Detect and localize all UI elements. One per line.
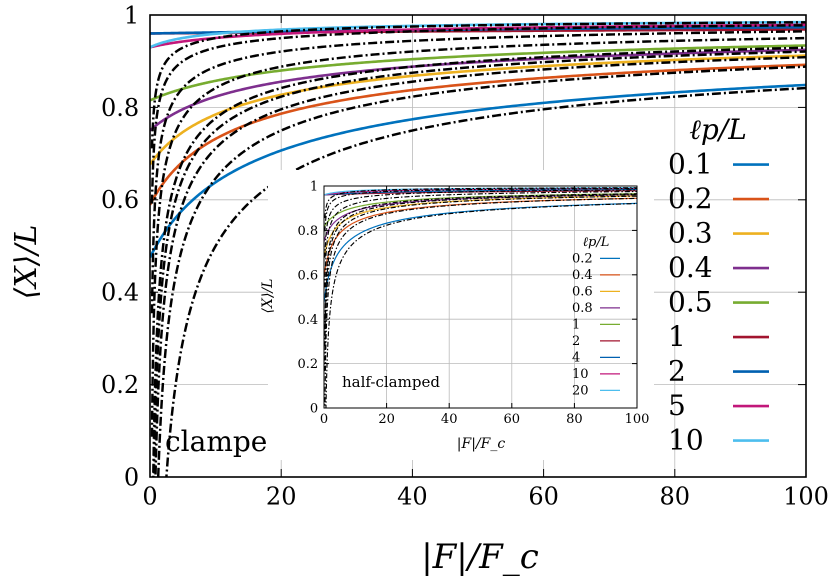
inset-legend-label: 0.6 xyxy=(572,285,593,300)
inset-x-axis-label: |F|/F_c xyxy=(457,436,506,452)
inset-legend-title: ℓp/L xyxy=(583,235,610,250)
inset-y-tick-label: 0 xyxy=(310,402,318,417)
main-x-tick-label: 0 xyxy=(142,483,157,511)
main-series-line xyxy=(150,63,806,206)
inset-x-tick-label: 0 xyxy=(320,412,328,427)
inset-approx-line xyxy=(324,197,637,408)
main-legend-label: 0.3 xyxy=(668,217,713,250)
inset-y-tick-label: 0.8 xyxy=(297,224,318,239)
inset-y-tick-label: 0.6 xyxy=(297,268,318,283)
main-series-line xyxy=(150,54,806,166)
main-approx-line xyxy=(156,65,806,477)
inset-x-tick-label: 80 xyxy=(566,412,583,427)
main-approx-line xyxy=(150,24,806,204)
main-y-tick-label: 0 xyxy=(124,463,139,491)
main-legend-label: 10 xyxy=(668,424,704,457)
main-annotation: clamped xyxy=(165,425,285,458)
main-legend-label: 1 xyxy=(668,320,686,353)
inset-x-tick-label: 100 xyxy=(625,412,650,427)
main-series-line xyxy=(150,44,806,102)
inset-y-tick-label: 0.2 xyxy=(297,357,318,372)
inset-approx-line xyxy=(325,202,637,408)
inset-approx-line xyxy=(324,194,637,347)
main-approx-line xyxy=(150,30,806,314)
main-approx-line xyxy=(152,46,806,477)
inset-approx-line xyxy=(324,187,637,219)
inset-y-tick-label: 1 xyxy=(310,180,318,195)
inset-legend-label: 0.8 xyxy=(572,301,593,316)
inset-approx-line xyxy=(324,193,637,330)
main-legend-label: 0.2 xyxy=(668,182,713,215)
main-x-tick-label: 60 xyxy=(528,483,559,511)
inset-series-group xyxy=(324,187,637,408)
main-y-tick-label: 0.2 xyxy=(101,371,139,399)
main-approx-line xyxy=(150,36,806,437)
main-y-tick-label: 1 xyxy=(124,1,139,29)
main-x-axis-label: |F|/F_c xyxy=(421,537,539,577)
main-plot-frame xyxy=(149,14,807,478)
inset-x-tick-label: 60 xyxy=(504,412,521,427)
inset-legend-label: 2 xyxy=(572,334,580,349)
inset-legend-label: 0.4 xyxy=(572,268,593,283)
inset-legend-label: 20 xyxy=(572,384,589,399)
inset-legend-label: 10 xyxy=(572,367,589,382)
main-legend-label: 0.5 xyxy=(668,286,713,319)
inset-x-tick-label: 20 xyxy=(378,412,395,427)
main-y-axis-label: ⟨X⟩/L xyxy=(9,225,44,300)
inset-y-tick-label: 0.4 xyxy=(297,313,318,328)
inset-legend-label: 1 xyxy=(572,318,580,333)
inset-legend-label: 0.2 xyxy=(572,252,593,267)
main-series-line xyxy=(150,23,806,49)
main-x-tick-label: 40 xyxy=(397,483,428,511)
inset-legend: ℓp/L 0.20.4 0.60.8 12 410 20 xyxy=(572,235,620,399)
inset-y-axis-label: ⟨X⟩/L xyxy=(260,279,276,314)
inset-legend-label: 4 xyxy=(572,351,580,366)
main-y-tick-label: 0.6 xyxy=(101,186,139,214)
inset-background xyxy=(268,170,654,460)
inset-annotation: half-clamped xyxy=(342,373,440,391)
inset-approx-line xyxy=(324,189,637,258)
inset-grid xyxy=(324,186,637,408)
main-legend-label: 0.1 xyxy=(668,148,713,181)
inset-approx-line xyxy=(324,195,637,372)
main-legend-label: 0.4 xyxy=(668,251,713,284)
main-x-tick-label: 80 xyxy=(660,483,691,511)
main-x-tick-label: 20 xyxy=(266,483,297,511)
main-y-tick-label: 0.8 xyxy=(101,94,139,122)
main-legend-label: 2 xyxy=(668,355,686,388)
main-y-tick-label: 0.4 xyxy=(101,279,139,307)
main-legend-label: 5 xyxy=(668,389,686,422)
main-series-group xyxy=(150,20,806,477)
main-approx-line xyxy=(154,55,806,477)
main-legend-title: ℓp/L xyxy=(689,113,747,146)
main-approx-line xyxy=(150,21,806,149)
inset-approx-line xyxy=(324,190,637,288)
inset-approx-line xyxy=(324,187,637,232)
inset-plot-frame xyxy=(323,185,638,409)
main-x-tick-label: 100 xyxy=(783,483,829,511)
inset-x-tick-label: 40 xyxy=(441,412,458,427)
main-approx-line xyxy=(165,86,806,477)
main-series-line xyxy=(150,83,806,259)
